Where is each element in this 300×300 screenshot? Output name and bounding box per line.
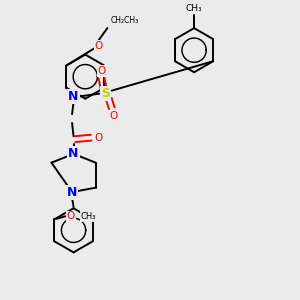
Text: CH₃: CH₃ xyxy=(80,212,96,221)
Text: O: O xyxy=(67,211,75,221)
Text: CH₂CH₃: CH₂CH₃ xyxy=(110,16,139,25)
Text: O: O xyxy=(110,111,118,121)
Text: N: N xyxy=(68,147,79,160)
Text: N: N xyxy=(68,90,79,103)
Text: N: N xyxy=(67,186,77,199)
Text: S: S xyxy=(101,87,110,100)
Text: O: O xyxy=(98,66,106,76)
Text: O: O xyxy=(94,41,103,51)
Text: CH₃: CH₃ xyxy=(186,4,202,13)
Text: O: O xyxy=(94,133,103,143)
